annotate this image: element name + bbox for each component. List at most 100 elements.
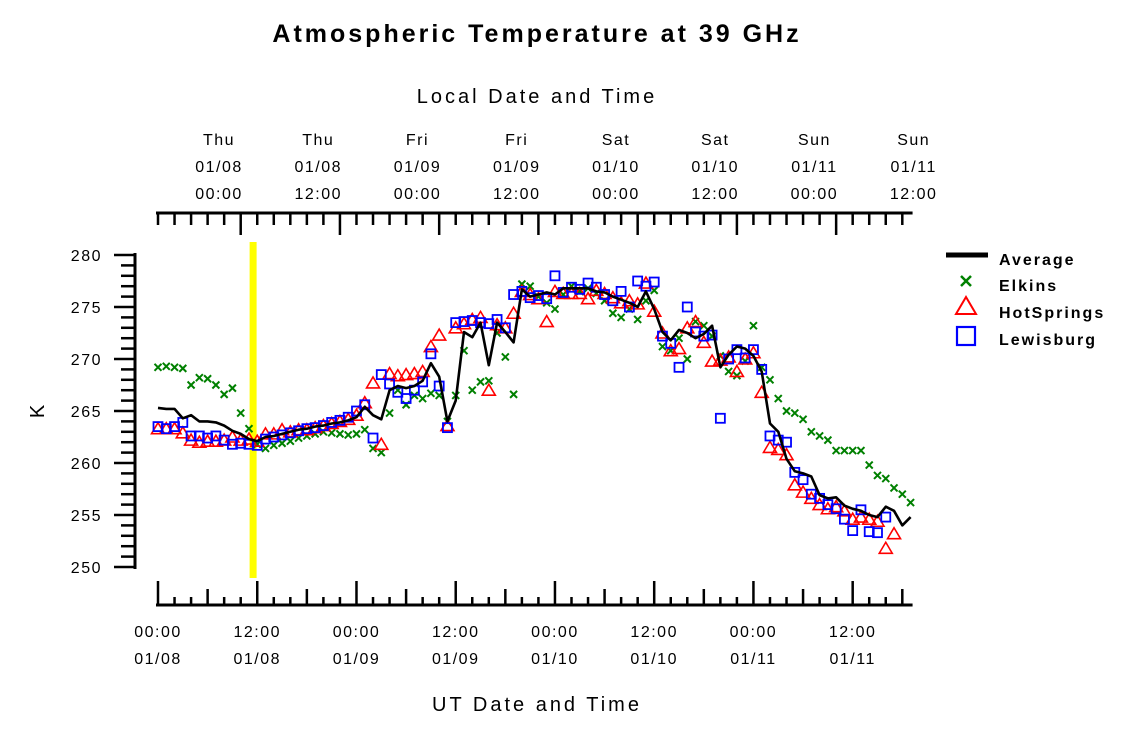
data-point-x	[244, 424, 254, 433]
legend-swatch-hotsprings	[954, 295, 978, 315]
data-point-x	[749, 321, 758, 330]
legend-swatch-lewisburg	[955, 325, 977, 347]
data-point-x	[178, 364, 188, 373]
bottom-tick-date: 01/11	[830, 651, 876, 668]
top-tick-day: Sat	[602, 132, 631, 149]
data-point-x	[203, 374, 212, 383]
data-point-x	[608, 309, 618, 318]
bottom-tick-date: 01/10	[630, 651, 678, 668]
data-point-x	[765, 375, 775, 385]
top-tick-time: 00:00	[195, 186, 243, 203]
data-point-square	[714, 412, 726, 424]
data-point-triangle	[877, 540, 894, 555]
data-point-x	[219, 390, 229, 399]
data-point-x	[674, 333, 684, 343]
series-hotsprings	[150, 275, 902, 555]
legend-swatch-elkins	[960, 275, 972, 287]
data-point-x	[368, 444, 378, 453]
data-point-triangle	[704, 353, 720, 367]
bottom-tick-date: 01/09	[432, 651, 480, 668]
data-point-x	[501, 352, 510, 362]
data-point-square	[417, 376, 429, 388]
tick-labels: 250 255 260 265 270 275 280 00:00 01/08 12:00 01/0…	[71, 132, 938, 668]
data-point-triangle	[861, 511, 878, 525]
data-point-x	[782, 406, 791, 416]
top-tick-day: Fri	[406, 132, 429, 149]
data-point-triangle	[646, 303, 663, 317]
y-tick-label: 280	[71, 248, 102, 265]
data-point-x	[426, 389, 436, 398]
y-tick-label: 270	[71, 352, 102, 369]
data-point-square	[748, 344, 759, 356]
data-point-x	[898, 489, 907, 499]
series-lewisburg	[152, 270, 892, 539]
top-tick-day: Sat	[701, 132, 730, 149]
y-tick-label: 275	[71, 300, 102, 317]
data-point-square	[359, 399, 371, 411]
top-tick-date: 01/09	[493, 159, 541, 176]
chart-title: Atmospheric Temperature at 39 GHz	[272, 20, 801, 48]
data-point-x	[186, 380, 196, 390]
data-point-x	[815, 431, 824, 441]
data-point-x	[831, 446, 841, 455]
data-point-x	[525, 281, 535, 291]
data-point-triangle	[538, 313, 555, 328]
top-tick-time: 12:00	[493, 186, 541, 203]
y-axis-title: K	[27, 402, 49, 418]
y-tick-label: 260	[71, 456, 102, 473]
top-tick-date: 01/08	[294, 159, 342, 176]
top-tick-time: 12:00	[890, 186, 938, 203]
top-tick-day: Fri	[505, 132, 528, 149]
data-point-triangle	[423, 338, 439, 353]
bottom-tick-time: 00:00	[134, 624, 182, 641]
top-tick-time: 12:00	[294, 186, 342, 203]
data-point-x	[170, 363, 179, 372]
data-point-x	[468, 385, 477, 395]
data-point-square	[830, 503, 842, 515]
data-point-x	[418, 394, 427, 403]
legend-label: HotSprings	[999, 305, 1105, 322]
plot-area	[150, 242, 915, 578]
data-point-triangle	[853, 509, 869, 523]
data-point-x	[774, 394, 783, 403]
data-point-triangle	[439, 417, 456, 432]
data-point-x	[881, 474, 890, 483]
bottom-tick-time: 00:00	[333, 624, 381, 641]
data-point-x	[153, 363, 163, 372]
bottom-axis-title: UT Date and Time	[432, 694, 642, 716]
axes	[114, 211, 913, 607]
data-point-x	[906, 498, 915, 507]
top-tick-time: 00:00	[791, 186, 839, 203]
y-tick-label: 265	[71, 404, 102, 421]
data-point-triangle	[720, 349, 737, 363]
data-point-square	[872, 527, 883, 539]
data-point-x	[277, 439, 287, 448]
data-point-square	[442, 422, 453, 434]
data-point-x	[162, 362, 171, 371]
data-point-x	[724, 367, 733, 376]
top-tick-date: 01/11	[891, 159, 937, 176]
data-point-x	[732, 371, 742, 380]
bottom-tick-date: 01/08	[233, 651, 281, 668]
data-point-square	[541, 293, 553, 305]
data-point-triangle	[695, 334, 712, 349]
data-point-x	[344, 430, 353, 440]
data-point-x	[509, 390, 518, 399]
legend-label: Average	[999, 252, 1076, 269]
series-line-average	[157, 287, 912, 527]
top-tick-date: 01/08	[195, 159, 243, 176]
data-point-x	[550, 304, 560, 314]
data-point-x	[856, 446, 866, 455]
bottom-tick-date: 01/09	[333, 651, 381, 668]
marker-line	[249, 242, 257, 578]
data-point-square	[880, 511, 892, 523]
bottom-tick-date: 01/10	[531, 651, 579, 668]
data-point-square	[549, 270, 561, 282]
data-point-square	[839, 513, 850, 525]
bottom-tick-time: 00:00	[730, 624, 778, 641]
top-tick-day: Thu	[302, 132, 334, 149]
data-point-x	[790, 408, 799, 418]
bottom-tick-time: 12:00	[829, 624, 877, 641]
top-tick-day: Sun	[897, 132, 930, 149]
